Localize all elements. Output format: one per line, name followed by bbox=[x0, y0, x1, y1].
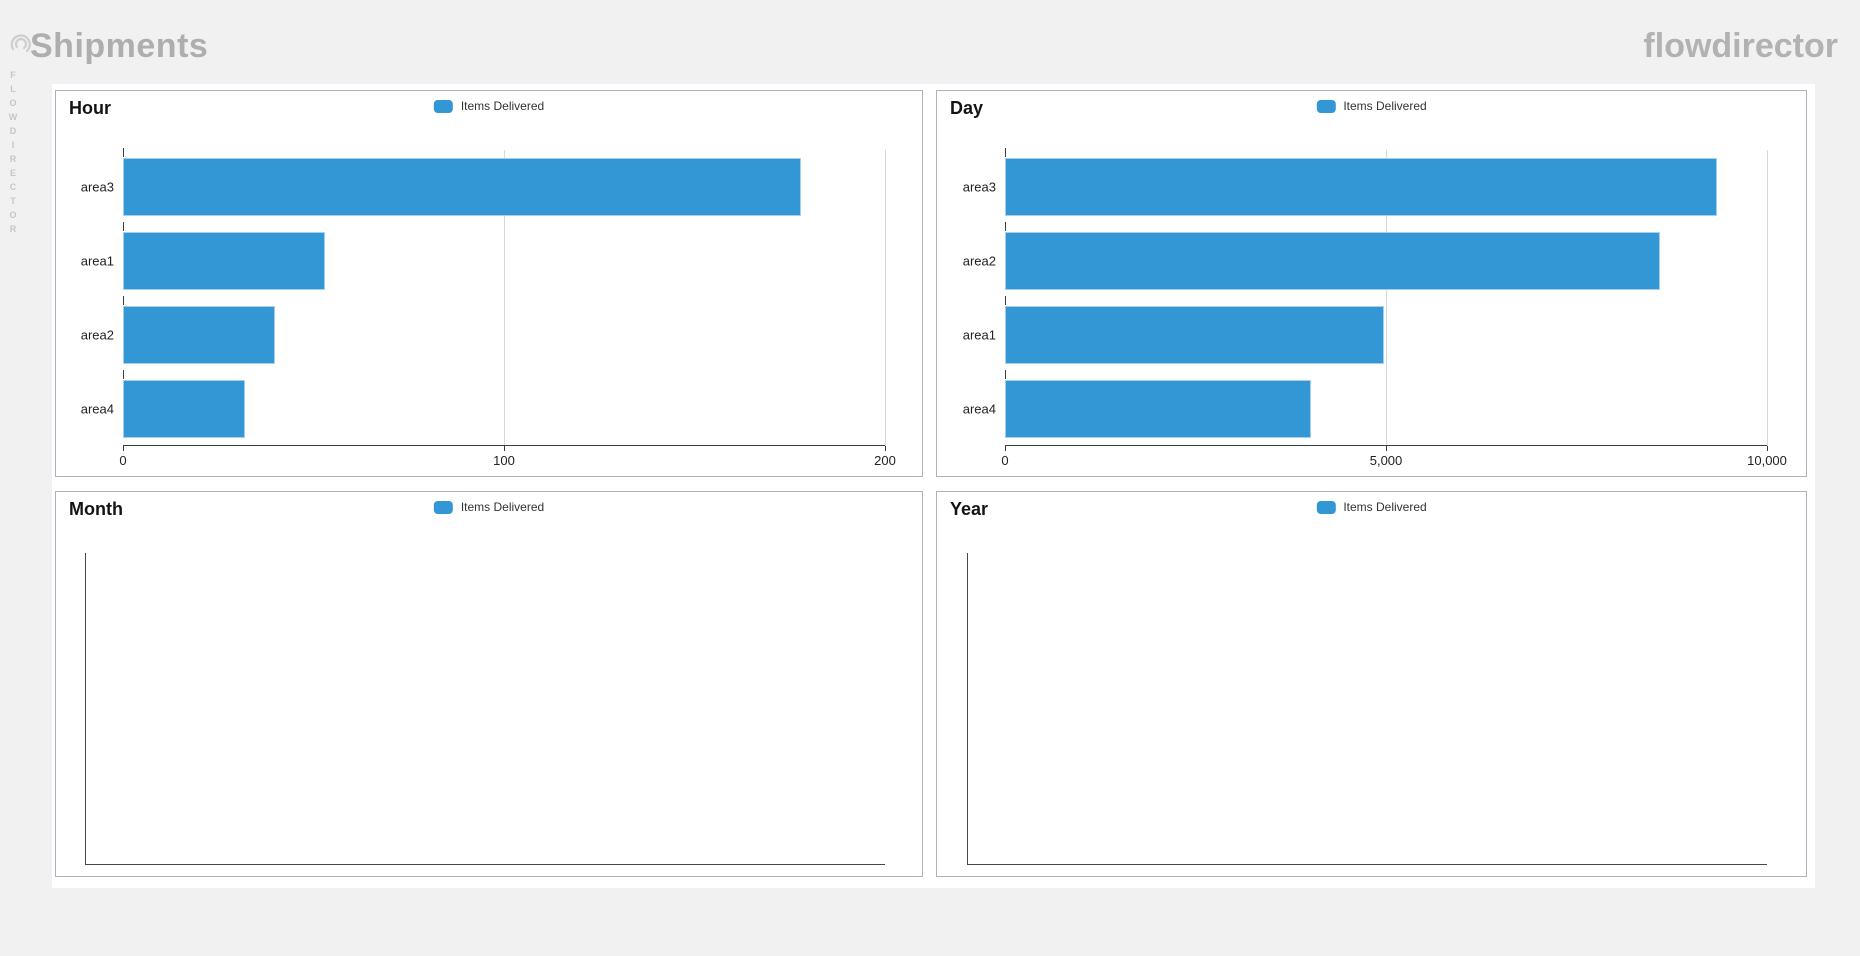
x-axis-tick bbox=[1386, 446, 1387, 451]
legend-swatch-icon bbox=[1316, 99, 1336, 113]
y-axis-tick bbox=[1005, 370, 1006, 379]
dashboard-container: Hour Items Delivered area3 area1 area2 area… bbox=[52, 84, 1815, 888]
bar-area2[interactable] bbox=[123, 306, 276, 364]
month-chart-plot bbox=[85, 553, 885, 865]
hour-chart-plot: area3 area1 area2 area4 0 100 200 bbox=[81, 148, 896, 468]
legend-swatch-icon bbox=[433, 500, 453, 514]
category-label: area4 bbox=[80, 401, 114, 417]
category-label: area2 bbox=[80, 327, 114, 343]
chart-title-year: Year bbox=[950, 499, 989, 519]
legend-swatch-icon bbox=[433, 99, 453, 113]
brand-name: flowdirector bbox=[1643, 27, 1838, 65]
legend-label: Items Delivered bbox=[1343, 500, 1427, 514]
category-label: area1 bbox=[962, 327, 996, 343]
y-axis-tick bbox=[1005, 296, 1006, 305]
y-axis-tick bbox=[123, 296, 124, 305]
chart-title-day: Day bbox=[950, 98, 984, 118]
y-axis-tick bbox=[1005, 222, 1006, 231]
bar-area2[interactable] bbox=[1005, 232, 1660, 290]
x-axis-line bbox=[123, 445, 885, 446]
year-chart-plot bbox=[967, 553, 1767, 865]
x-axis-tick bbox=[1767, 446, 1768, 451]
legend-label: Items Delivered bbox=[460, 99, 545, 113]
bar-area1[interactable] bbox=[1005, 306, 1384, 364]
x-axis-tick bbox=[885, 446, 886, 451]
x-axis-tick-label: 0 bbox=[1001, 453, 1009, 468]
legend-label: Items Delivered bbox=[1343, 99, 1427, 113]
y-axis-line bbox=[967, 553, 968, 865]
x-axis-tick-label: 10,000 bbox=[1747, 453, 1787, 468]
legend-label: Items Delivered bbox=[460, 500, 545, 514]
x-axis-tick-label: 100 bbox=[493, 453, 515, 468]
panel-month: Month Items Delivered bbox=[55, 491, 923, 877]
bar-area3[interactable] bbox=[1005, 158, 1717, 216]
y-axis-tick bbox=[123, 222, 124, 231]
legend-swatch-icon bbox=[1316, 500, 1336, 514]
category-label: area4 bbox=[962, 401, 996, 417]
panel-year: Year Items Delivered bbox=[936, 491, 1807, 877]
x-axis-line bbox=[967, 864, 1767, 865]
bar-area4[interactable] bbox=[123, 380, 245, 438]
gridline bbox=[1767, 150, 1768, 446]
legend-item[interactable]: Items Delivered bbox=[433, 99, 545, 113]
x-axis-line bbox=[1005, 445, 1767, 446]
flowdirector-logo-icon bbox=[10, 34, 31, 53]
y-axis-tick bbox=[123, 370, 124, 379]
category-label: area1 bbox=[80, 253, 114, 269]
x-axis-line bbox=[85, 864, 885, 865]
bar-area1[interactable] bbox=[123, 232, 325, 290]
bar-area4[interactable] bbox=[1005, 380, 1312, 438]
gridline bbox=[1386, 150, 1387, 446]
x-axis-tick bbox=[1005, 446, 1006, 451]
legend-item[interactable]: Items Delivered bbox=[1316, 99, 1427, 113]
panel-hour: Hour Items Delivered area3 area1 area2 area… bbox=[55, 90, 923, 477]
chart-title-month: Month bbox=[69, 499, 123, 519]
day-chart-plot: area3 area2 area1 area4 0 5,000 10,000 bbox=[963, 148, 1787, 468]
x-axis-tick-label: 0 bbox=[119, 453, 127, 468]
y-axis-line bbox=[85, 553, 86, 865]
chart-title-hour: Hour bbox=[69, 98, 111, 118]
gridline bbox=[504, 150, 505, 446]
y-axis-tick bbox=[1005, 148, 1006, 157]
sidebar-vertical-label: FLOWDIRECTOR bbox=[8, 70, 18, 238]
category-label: area3 bbox=[962, 179, 996, 195]
x-axis-tick-label: 5,000 bbox=[1369, 453, 1403, 468]
legend-item[interactable]: Items Delivered bbox=[1316, 500, 1427, 514]
page-title: Shipments bbox=[30, 27, 209, 65]
category-label: area3 bbox=[80, 179, 114, 195]
x-axis-tick bbox=[123, 446, 124, 451]
legend-item[interactable]: Items Delivered bbox=[433, 500, 545, 514]
gridline bbox=[885, 150, 886, 446]
x-axis-tick-label: 200 bbox=[874, 453, 896, 468]
y-axis-tick bbox=[123, 148, 124, 157]
category-label: area2 bbox=[962, 253, 996, 269]
panel-day: Day Items Delivered area3 area2 area1 area4… bbox=[936, 90, 1807, 477]
x-axis-tick bbox=[504, 446, 505, 451]
bar-area3[interactable] bbox=[123, 158, 802, 216]
